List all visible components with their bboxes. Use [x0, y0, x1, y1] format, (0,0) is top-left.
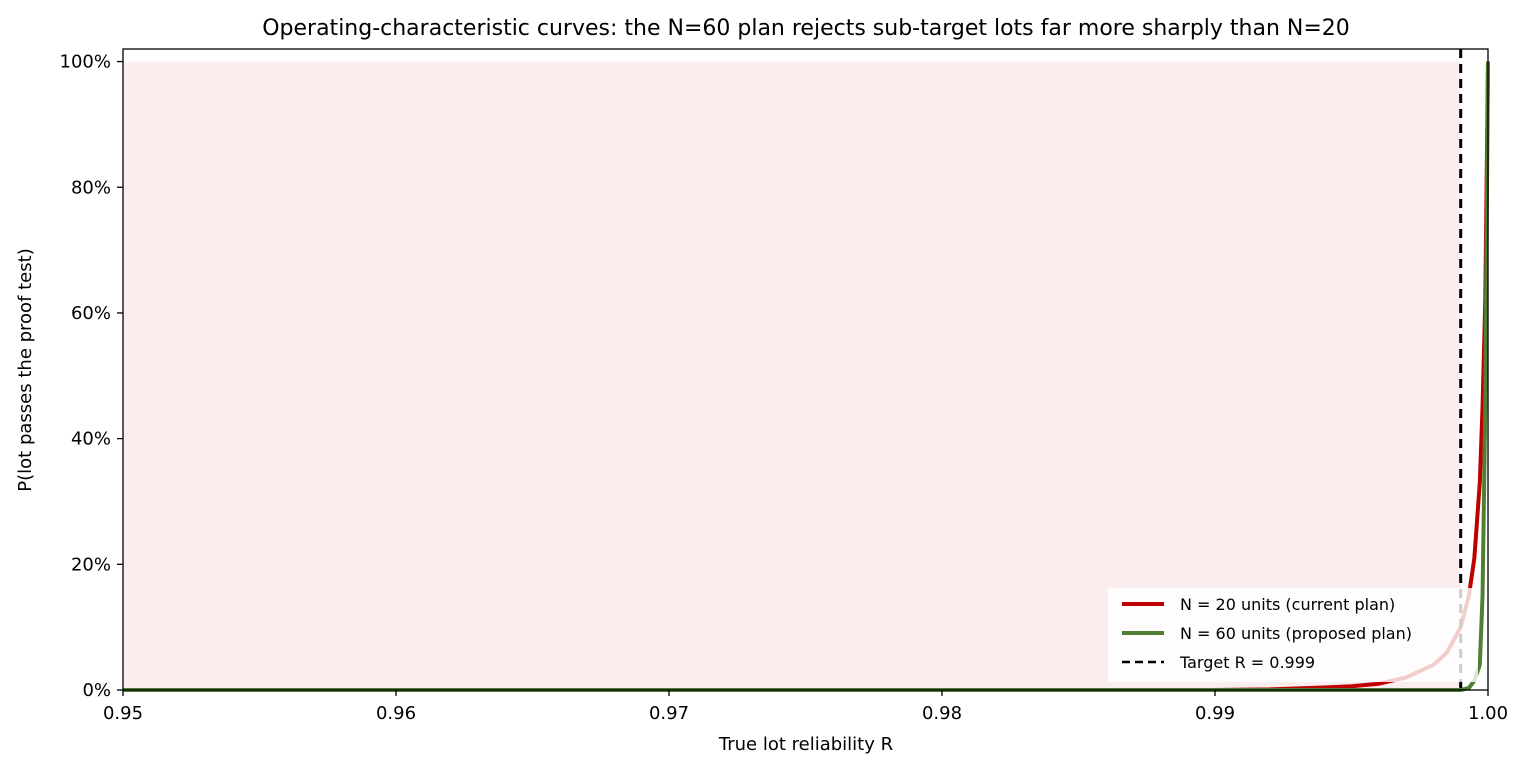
plot-frame [122, 48, 1489, 691]
x-tick-label: 0.97 [649, 703, 689, 724]
x-tick-label: 1.00 [1468, 703, 1508, 724]
y-tick-label: 0% [82, 680, 111, 701]
legend: N = 20 units (current plan) N = 60 units… [1108, 588, 1478, 682]
chart-title: Operating-characteristic curves: the N=6… [262, 16, 1350, 41]
x-axis-label: True lot reliability R [718, 734, 893, 755]
sub-target-region [123, 61, 1461, 691]
y-axis: 0% 20% 40% 60% 80% 100% [60, 52, 123, 701]
y-tick-label: 40% [71, 429, 111, 450]
y-tick-label: 80% [71, 177, 111, 198]
legend-label-target: Target R = 0.999 [1179, 653, 1315, 672]
y-tick-label: 60% [71, 303, 111, 324]
x-tick-label: 0.95 [103, 703, 143, 724]
x-tick-label: 0.99 [1195, 703, 1235, 724]
legend-box [1108, 588, 1478, 682]
y-axis-label: P(lot passes the proof test) [15, 248, 36, 491]
y-tick-label: 20% [71, 554, 111, 575]
legend-label-n20: N = 20 units (current plan) [1180, 595, 1395, 614]
legend-label-n60: N = 60 units (proposed plan) [1180, 624, 1412, 643]
x-tick-label: 0.98 [922, 703, 962, 724]
x-tick-label: 0.96 [376, 703, 416, 724]
x-axis: 0.95 0.96 0.97 0.98 0.99 1.00 [103, 690, 1508, 724]
y-tick-label: 100% [60, 52, 111, 73]
